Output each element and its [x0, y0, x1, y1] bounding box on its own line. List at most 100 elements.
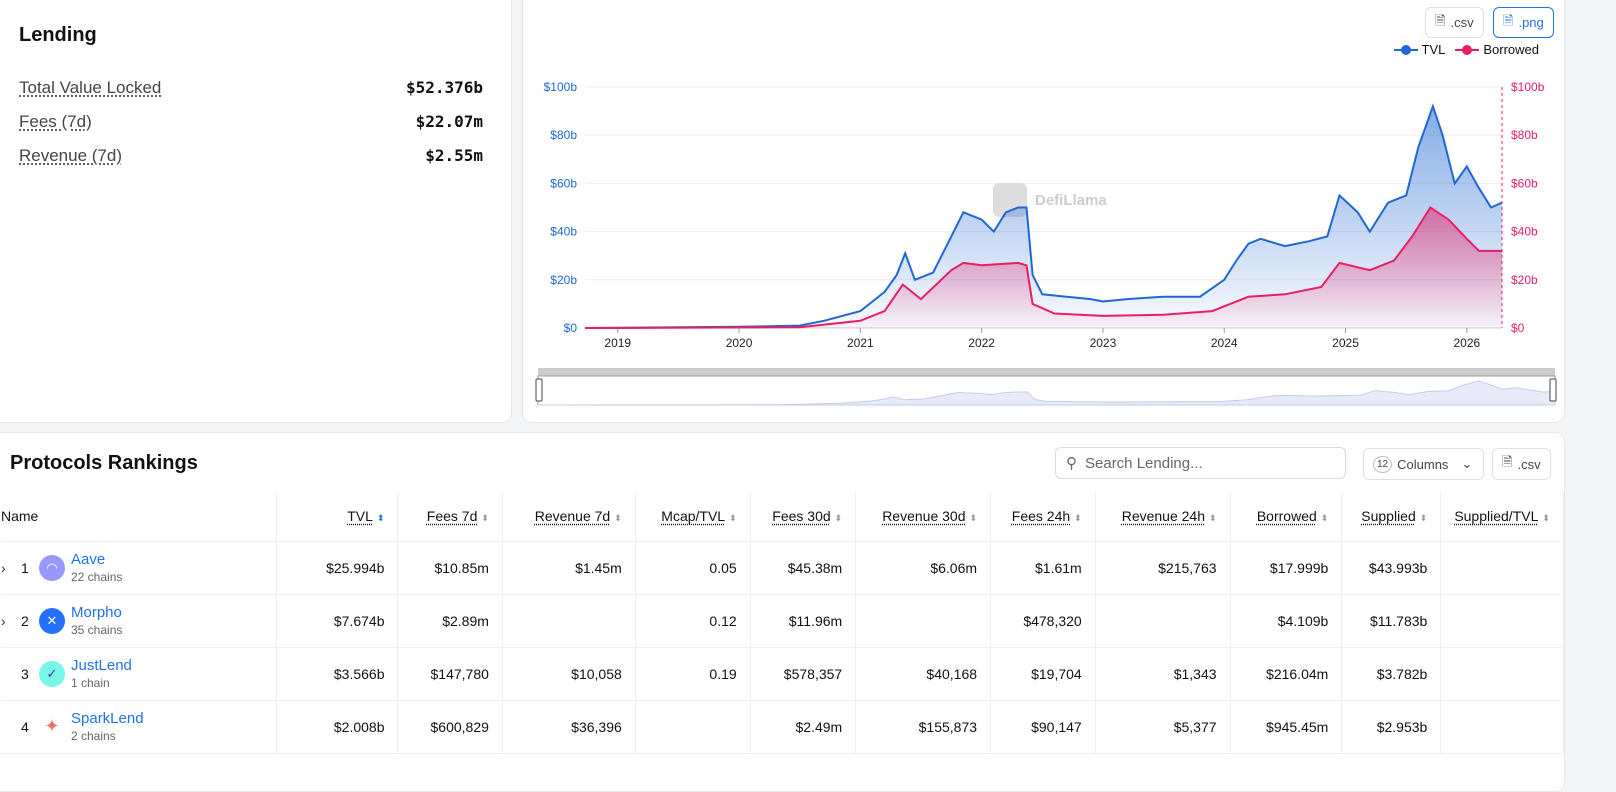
- sort-icon: ⬍: [1321, 513, 1329, 523]
- x-tick: 2022: [968, 336, 995, 350]
- cell-revenue-30d: $6.06m: [856, 541, 991, 594]
- column-header[interactable]: Fees 7d ⬍: [398, 492, 502, 541]
- search-icon: ⚲: [1066, 454, 1077, 472]
- cell-revenue-7d: [502, 594, 635, 647]
- x-tick: 2026: [1453, 336, 1480, 350]
- cell-fees-24h: $1.61m: [991, 541, 1096, 594]
- cell-revenue-24h: $5,377: [1095, 700, 1230, 753]
- cell-revenue-24h: $215,763: [1095, 541, 1230, 594]
- cell-supplied-tvl: [1441, 700, 1564, 753]
- y-tick-left: $80b: [550, 128, 577, 142]
- table-row: › 2 ✕ Morpho 35 chains $7.674b $2.89m 0.12 $11.9…: [1, 594, 1564, 647]
- cell-fees-7d: $147,780: [398, 647, 502, 700]
- cell-fees-7d: $2.89m: [398, 594, 502, 647]
- column-header[interactable]: Revenue 24h ⬍: [1095, 492, 1230, 541]
- search-input[interactable]: ⚲ Search Lending...: [1055, 447, 1346, 479]
- protocol-link[interactable]: Morpho: [71, 604, 122, 621]
- x-tick: 2023: [1090, 336, 1117, 350]
- cell-supplied: $3.782b: [1342, 647, 1441, 700]
- protocol-link[interactable]: JustLend: [71, 657, 132, 674]
- cell-mcap-tvl: 0.05: [635, 541, 750, 594]
- table-row: 4 ✦ SparkLend 2 chains $2.008b $600,829 $36,39…: [1, 700, 1564, 753]
- name-cell: 3 ✓ JustLend 1 chain: [1, 647, 276, 700]
- cell-borrowed: $945.45m: [1230, 700, 1342, 753]
- cell-revenue-30d: $40,168: [856, 647, 991, 700]
- cell-revenue-24h: [1095, 594, 1230, 647]
- y-tick-right: $20b: [1511, 273, 1538, 287]
- cell-fees-30d: $45.38m: [750, 541, 856, 594]
- cell-borrowed: $216.04m: [1230, 647, 1342, 700]
- sort-icon: ⬍: [1420, 513, 1428, 523]
- rankings-panel: Protocols Rankings ⚲ Search Lending... 12…: [0, 432, 1565, 792]
- chain-count: 35 chains: [71, 623, 122, 637]
- x-tick: 2025: [1332, 336, 1359, 350]
- cell-revenue-7d: $1.45m: [502, 541, 635, 594]
- tvl-borrowed-chart: $0 $0 $20b $20b $40b $40b $60b $60b $80b $80b $100…: [0, 0, 1616, 430]
- x-tick: 2020: [726, 336, 753, 350]
- table-row: › 1 ◠ Aave 22 chains $25.994b $10.85m $1.45m 0.0…: [1, 541, 1564, 594]
- sort-icon: ⬍: [835, 513, 843, 523]
- protocols-table: Name TVL ⬍ Fees 7d ⬍ Revenue 7d ⬍ Mcap/TVL ⬍ Fees…: [1, 492, 1564, 754]
- columns-dropdown[interactable]: 12 Columns ⌄: [1363, 448, 1484, 480]
- protocol-logo: ✓: [39, 661, 65, 687]
- table-row: 3 ✓ JustLend 1 chain $3.566b $147,780 $10,058 0…: [1, 647, 1564, 700]
- chevron-right-icon[interactable]: ›: [1, 613, 15, 629]
- cell-fees-7d: $600,829: [398, 700, 502, 753]
- cell-revenue-30d: [856, 594, 991, 647]
- cell-supplied: $11.783b: [1342, 594, 1441, 647]
- column-header[interactable]: Borrowed ⬍: [1230, 492, 1342, 541]
- x-tick: 2024: [1211, 336, 1238, 350]
- y-tick-left: $100b: [544, 80, 578, 94]
- chain-count: 22 chains: [71, 570, 122, 584]
- column-header[interactable]: Supplied/TVL ⬍: [1441, 492, 1564, 541]
- name-cell: › 1 ◠ Aave 22 chains: [1, 541, 276, 594]
- protocol-link[interactable]: Aave: [71, 551, 122, 568]
- chevron-down-icon: ⌄: [1461, 456, 1472, 472]
- cell-mcap-tvl: 0.19: [635, 647, 750, 700]
- y-tick-right: $60b: [1511, 176, 1538, 190]
- column-header: Name: [1, 492, 276, 541]
- cell-supplied-tvl: [1441, 541, 1564, 594]
- cell-borrowed: $17.999b: [1230, 541, 1342, 594]
- y-tick-left: $60b: [550, 176, 577, 190]
- brush-handle-bar[interactable]: [538, 368, 1555, 376]
- cell-fees-30d: $11.96m: [750, 594, 856, 647]
- brush-right-handle[interactable]: [1550, 379, 1556, 401]
- cell-fees-7d: $10.85m: [398, 541, 502, 594]
- column-header[interactable]: Supplied ⬍: [1342, 492, 1441, 541]
- x-tick: 2021: [847, 336, 874, 350]
- y-tick-right: $0: [1511, 321, 1525, 335]
- protocol-link[interactable]: SparkLend: [71, 710, 144, 727]
- column-header[interactable]: Fees 24h ⬍: [991, 492, 1096, 541]
- cell-mcap-tvl: 0.12: [635, 594, 750, 647]
- sort-icon: ⬍: [729, 513, 737, 523]
- column-header[interactable]: Mcap/TVL ⬍: [635, 492, 750, 541]
- column-header[interactable]: Fees 30d ⬍: [750, 492, 856, 541]
- brush-left-handle[interactable]: [536, 379, 542, 401]
- column-header[interactable]: Revenue 7d ⬍: [502, 492, 635, 541]
- file-download-icon: 🗎: [1502, 453, 1512, 475]
- y-tick-left: $40b: [550, 225, 577, 239]
- cell-fees-30d: $2.49m: [750, 700, 856, 753]
- chevron-right-icon[interactable]: ›: [1, 560, 15, 576]
- cell-tvl: $25.994b: [276, 541, 398, 594]
- sort-icon: ⬍: [481, 513, 489, 523]
- cell-tvl: $3.566b: [276, 647, 398, 700]
- cell-supplied-tvl: [1441, 647, 1564, 700]
- sort-icon: ⬍: [614, 513, 622, 523]
- protocol-logo: ◠: [39, 555, 65, 581]
- cell-mcap-tvl: [635, 700, 750, 753]
- cell-supplied: $43.993b: [1342, 541, 1441, 594]
- name-cell: 4 ✦ SparkLend 2 chains: [1, 700, 276, 753]
- cell-fees-24h: $19,704: [991, 647, 1096, 700]
- cell-revenue-7d: $10,058: [502, 647, 635, 700]
- y-tick-right: $40b: [1511, 225, 1538, 239]
- sort-icon: ⬍: [1209, 513, 1217, 523]
- cell-revenue-7d: $36,396: [502, 700, 635, 753]
- column-header[interactable]: TVL ⬍: [276, 492, 398, 541]
- cell-borrowed: $4.109b: [1230, 594, 1342, 647]
- cell-fees-24h: $478,320: [991, 594, 1096, 647]
- column-header[interactable]: Revenue 30d ⬍: [856, 492, 991, 541]
- y-tick-left: $0: [564, 321, 578, 335]
- table-csv-button[interactable]: 🗎 .csv: [1492, 448, 1551, 480]
